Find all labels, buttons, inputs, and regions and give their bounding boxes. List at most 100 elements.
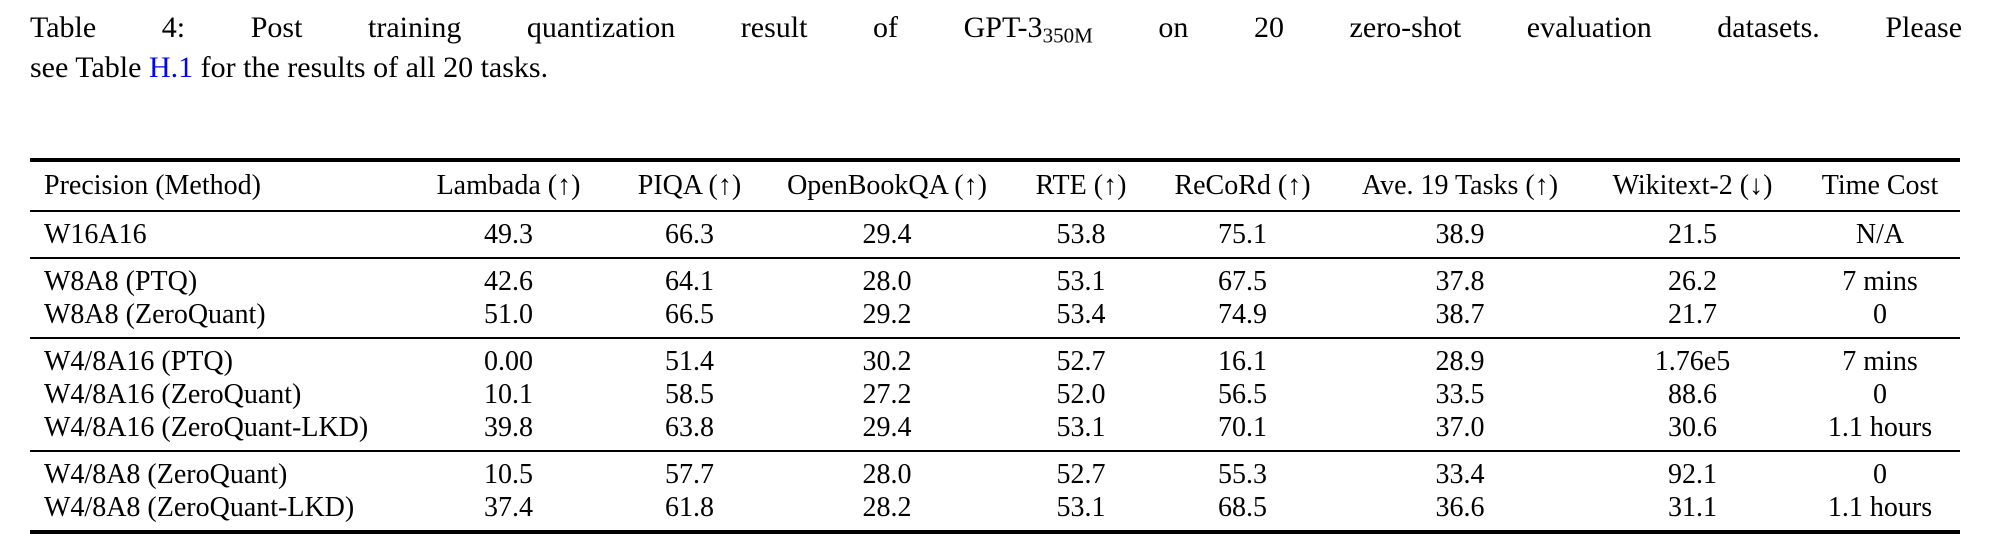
table-h1-link[interactable]: H.1 [148,51,194,84]
table-cell: 52.7 [1056,346,1106,377]
table-cell: 52.0 [1056,379,1106,410]
table-cell: 38.9 [1435,219,1485,250]
table-cell: 37.8 [1435,266,1485,297]
table-row: W16A16 49.3 66.3 29.4 53.8 75.1 38.9 21.5 N/A [30,211,1960,258]
table-row: W4/8A8 (ZeroQuant-LKD) 37.4 61.8 28.2 53.1 68… [30,491,1960,532]
table-cell: 29.4 [862,219,912,250]
table-cell: 0 [1873,379,1887,410]
table-cell: 16.1 [1218,346,1267,377]
table-cell: 42.6 [484,266,533,297]
table-cell: 53.1 [1056,266,1106,297]
table-caption: Table 4: Post training quantization resu… [30,8,1962,88]
table-cell: 58.5 [665,379,714,410]
row-method-label: W8A8 (PTQ) [44,266,198,297]
table-cell: 28.2 [862,492,912,523]
table-cell: 56.5 [1218,379,1267,410]
table-cell: 55.3 [1218,459,1267,490]
caption-text: on 20 zero-shot evaluation datasets. Ple… [1092,11,1963,44]
col-header-piqa: PIQA (↑) [637,170,742,201]
table-cell: 61.8 [665,492,714,523]
table-cell: 0.00 [484,346,533,377]
table-cell: 33.5 [1435,379,1485,410]
table-row: W8A8 (ZeroQuant) 51.0 66.5 29.2 53.4 74.9 38.7… [30,298,1960,338]
table-cell: 64.1 [665,266,714,297]
table-group: W8A8 (PTQ) 42.6 64.1 28.0 53.1 67.5 37.8 26.2 7 … [30,258,1960,338]
table-cell: N/A [1855,219,1905,250]
col-header-rte: RTE (↑) [1035,170,1127,201]
table-cell: 67.5 [1218,266,1267,297]
row-method-label: W4/8A16 (PTQ) [44,346,233,377]
table-cell: 28.0 [862,459,912,490]
col-header-time-cost: Time Cost [1821,170,1939,201]
caption-text: Table 4: Post training quantization resu… [30,11,1043,44]
table-cell: 88.6 [1668,379,1717,410]
table-cell: 33.4 [1435,459,1485,490]
table-cell: 75.1 [1218,219,1267,250]
table-cell: 37.0 [1435,412,1485,443]
table-cell: 52.7 [1056,459,1106,490]
table-row: W4/8A8 (ZeroQuant) 10.5 57.7 28.0 52.7 55.3 33… [30,451,1960,491]
table-cell: 66.3 [665,219,714,250]
col-header-openbookqa: OpenBookQA (↑) [787,170,987,201]
table-cell: 92.1 [1668,459,1717,490]
table-cell: 28.0 [862,266,912,297]
caption-subscript-350m: 350M [1042,23,1093,48]
table-cell: 1.1 hours [1827,412,1933,443]
table-cell: 70.1 [1218,412,1267,443]
table-cell: 30.2 [862,346,912,377]
row-method-label: W8A8 (ZeroQuant) [44,299,266,330]
results-table: Precision (Method) Lambada (↑) PIQA (↑) … [30,158,1960,534]
col-header-record: ReCoRd (↑) [1174,170,1311,201]
table-cell: 0 [1873,299,1887,330]
table-cell: 53.8 [1056,219,1106,250]
table-cell: 53.4 [1056,299,1106,330]
table-group: W4/8A16 (PTQ) 0.00 51.4 30.2 52.7 16.1 28.9 1.7… [30,338,1960,451]
table-cell: 37.4 [484,492,533,523]
header-row: Precision (Method) Lambada (↑) PIQA (↑) … [30,160,1960,211]
table-cell: 1.76e5 [1654,346,1731,377]
table-cell: 36.6 [1435,492,1485,523]
table-row: W4/8A16 (ZeroQuant-LKD) 39.8 63.8 29.4 53.1 7… [30,411,1960,451]
col-header-precision-method: Precision (Method) [44,170,261,201]
table-cell: 7 mins [1842,266,1918,297]
col-header-lambada: Lambada (↑) [436,170,581,201]
caption-line-1: Table 4: Post training quantization resu… [30,8,1962,48]
table-cell: 53.1 [1056,412,1106,443]
row-method-label: W16A16 [44,219,147,250]
table-cell: 10.5 [484,459,533,490]
table-cell: 57.7 [665,459,714,490]
table-cell: 27.2 [862,379,912,410]
table-cell: 29.2 [862,299,912,330]
table-cell: 21.5 [1668,219,1717,250]
table-group: W16A16 49.3 66.3 29.4 53.8 75.1 38.9 21.5 N/A [30,211,1960,258]
table-cell: 7 mins [1842,346,1918,377]
col-header-ave-19-tasks: Ave. 19 Tasks (↑) [1361,170,1559,201]
table-cell: 1.1 hours [1827,492,1933,523]
table-cell: 53.1 [1056,492,1106,523]
table-cell: 21.7 [1668,299,1717,330]
table-cell: 26.2 [1668,266,1717,297]
table-cell: 10.1 [484,379,533,410]
table-cell: 66.5 [665,299,714,330]
row-method-label: W4/8A8 (ZeroQuant-LKD) [44,492,355,523]
table-cell: 74.9 [1218,299,1267,330]
table-cell: 28.9 [1435,346,1485,377]
table-cell: 31.1 [1668,492,1717,523]
table-cell: 51.4 [665,346,714,377]
table-row: W8A8 (PTQ) 42.6 64.1 28.0 53.1 67.5 37.8 26.2 7 … [30,258,1960,298]
table-cell: 38.7 [1435,299,1485,330]
table-cell: 68.5 [1218,492,1267,523]
table-group: W4/8A8 (ZeroQuant) 10.5 57.7 28.0 52.7 55.3 33… [30,451,1960,532]
table-header: Precision (Method) Lambada (↑) PIQA (↑) … [30,160,1960,211]
caption-line-2: see Table H.1 for the results of all 20 … [30,48,1962,88]
table-cell: 30.6 [1668,412,1717,443]
table-cell: 49.3 [484,219,533,250]
row-method-label: W4/8A16 (ZeroQuant-LKD) [44,412,369,443]
row-method-label: W4/8A16 (ZeroQuant) [44,379,302,410]
caption-text: for the results of all 20 tasks. [193,51,549,84]
table-cell: 63.8 [665,412,714,443]
table-row: W4/8A16 (PTQ) 0.00 51.4 30.2 52.7 16.1 28.9 1.7… [30,338,1960,378]
col-header-wikitext-2: Wikitext-2 (↓) [1612,170,1773,201]
paper-page: Table 4: Post training quantization resu… [0,8,1992,554]
table-cell: 0 [1873,459,1887,490]
